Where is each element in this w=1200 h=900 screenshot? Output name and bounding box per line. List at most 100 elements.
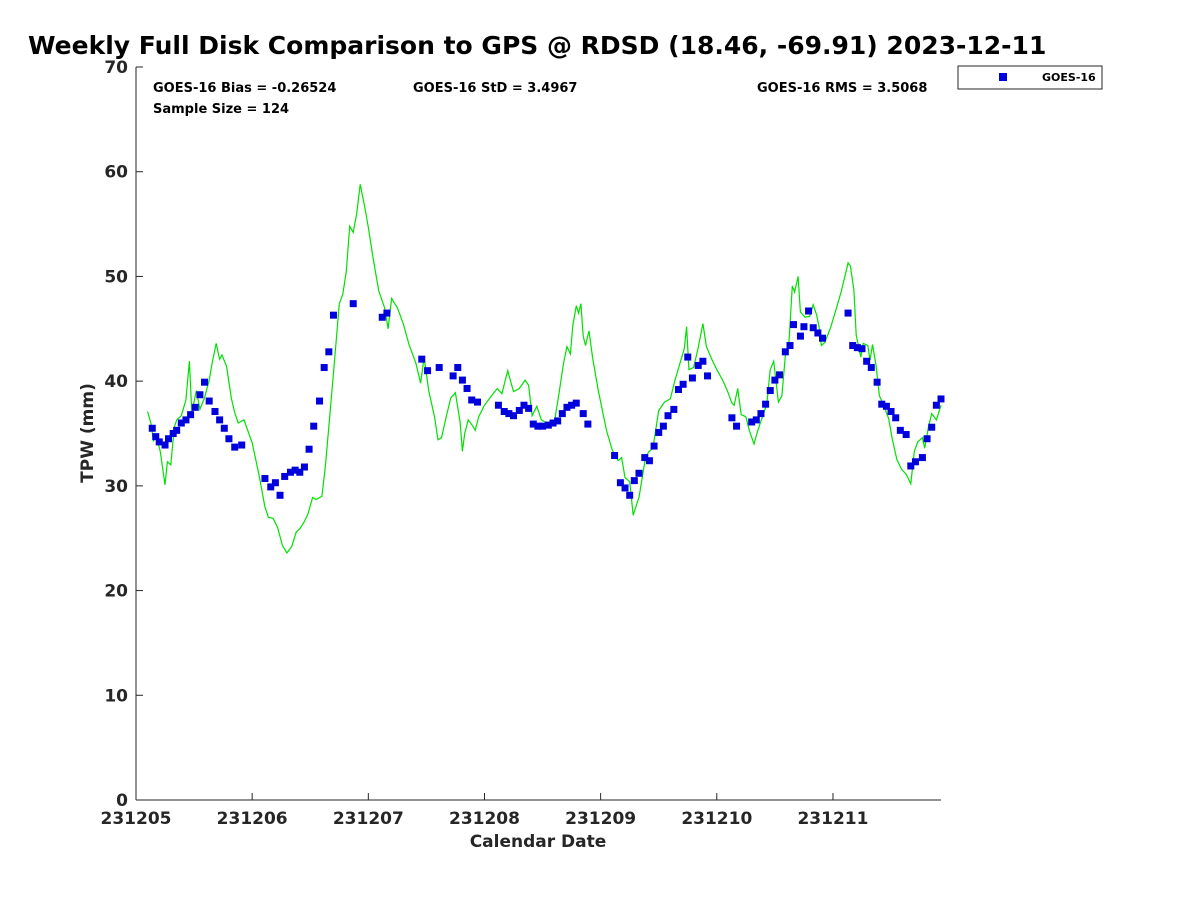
goes16-point: [454, 364, 462, 372]
goes16-point: [468, 396, 476, 404]
goes16-point: [786, 342, 794, 350]
chart-title: Weekly Full Disk Comparison to GPS @ RDS…: [28, 31, 1046, 60]
goes16-point: [568, 401, 576, 409]
y-tick-label: 30: [104, 477, 128, 497]
stat-std: GOES-16 StD = 3.4967: [413, 81, 577, 96]
goes16-point: [928, 423, 936, 431]
goes16-point: [182, 416, 190, 424]
goes16-point: [205, 397, 213, 405]
y-tick-label: 40: [104, 372, 128, 392]
goes16-point: [858, 345, 866, 353]
stat-rms: GOES-16 RMS = 3.5068: [757, 81, 927, 96]
goes16-point: [616, 479, 624, 487]
goes16-point: [762, 400, 770, 408]
goes16-point: [520, 401, 528, 409]
goes16-point: [650, 442, 658, 450]
goes16-point: [558, 410, 566, 418]
goes16-point: [191, 403, 199, 411]
y-axis-label: TPW (mm): [78, 383, 98, 483]
y-tick-label: 50: [104, 267, 128, 287]
goes16-point: [757, 410, 765, 418]
goes16-point: [152, 433, 160, 441]
goes16-point: [626, 491, 634, 499]
goes16-point: [923, 435, 931, 443]
goes16-point: [844, 309, 852, 317]
x-axis-ticks: 231205 231206 231207 231208 231209 231210 2312…: [101, 793, 868, 829]
goes16-point: [659, 422, 667, 430]
stat-sample-size: Sample Size = 124: [153, 102, 289, 117]
goes16-point: [911, 458, 919, 466]
y-tick-label: 0: [116, 791, 128, 811]
goes16-point: [525, 404, 533, 412]
goes16-point: [630, 477, 638, 485]
goes16-point: [887, 408, 895, 416]
goes16-point: [165, 435, 173, 443]
goes16-point: [458, 376, 466, 384]
goes16-point: [655, 428, 663, 436]
goes16-point: [320, 364, 328, 372]
goes16-point: [572, 399, 580, 407]
goes16-point: [748, 418, 756, 426]
x-tick-label: 231205: [101, 809, 172, 829]
goes16-point: [867, 364, 875, 372]
goes16-point: [449, 372, 457, 380]
goes16-point: [674, 386, 682, 394]
plot-area: [136, 67, 941, 800]
goes16-series: [148, 300, 945, 499]
goes16-point: [349, 300, 357, 308]
goes16-point: [201, 378, 209, 386]
goes16-point: [534, 422, 542, 430]
goes16-point: [918, 454, 926, 462]
x-tick-label: 231207: [333, 809, 404, 829]
y-tick-label: 20: [104, 582, 128, 602]
x-tick-label: 231208: [449, 809, 520, 829]
goes16-point: [800, 323, 808, 331]
goes16-point: [231, 443, 239, 451]
goes16-point: [463, 384, 471, 392]
legend: GOES-16: [957, 65, 1103, 90]
goes16-point: [781, 348, 789, 356]
goes16-point: [579, 410, 587, 418]
goes16-point: [316, 397, 324, 405]
goes16-point: [500, 408, 508, 416]
x-tick-label: 231206: [217, 809, 288, 829]
goes16-point: [896, 426, 904, 434]
goes16-point: [873, 378, 881, 386]
goes16-point: [173, 426, 181, 434]
x-tick-label: 231210: [681, 809, 752, 829]
x-axis-label: Calendar Date: [470, 832, 607, 852]
goes16-point: [544, 421, 552, 429]
goes16-point: [814, 329, 822, 337]
goes16-point: [510, 412, 518, 420]
goes16-point: [286, 468, 294, 476]
goes16-point: [177, 419, 185, 427]
goes16-point: [932, 401, 940, 409]
y-tick-label: 10: [104, 686, 128, 706]
goes16-point: [694, 361, 702, 369]
goes16-point: [281, 472, 289, 480]
goes16-point: [679, 380, 687, 388]
goes16-point: [863, 357, 871, 365]
goes16-point: [378, 313, 386, 321]
goes16-point: [494, 401, 502, 409]
goes16-point: [505, 410, 513, 418]
x-tick-label: 231209: [565, 809, 636, 829]
goes16-point: [424, 367, 432, 375]
stat-bias: GOES-16 Bias = -0.26524: [153, 81, 336, 96]
goes16-point: [728, 414, 736, 422]
goes16-point: [549, 419, 557, 427]
goes16-point: [641, 454, 649, 462]
goes16-point: [771, 376, 779, 384]
goes16-point: [699, 357, 707, 365]
goes16-point: [805, 307, 813, 315]
goes16-point: [220, 424, 228, 432]
goes16-point: [907, 462, 915, 470]
goes16-point: [196, 391, 204, 399]
goes16-point: [937, 395, 945, 403]
goes16-point: [554, 417, 562, 425]
y-axis-ticks: 0 10 20 30 40 50 60 70: [104, 58, 143, 811]
goes16-point: [882, 402, 890, 410]
goes16-point: [664, 412, 672, 420]
goes16-point: [645, 457, 653, 465]
